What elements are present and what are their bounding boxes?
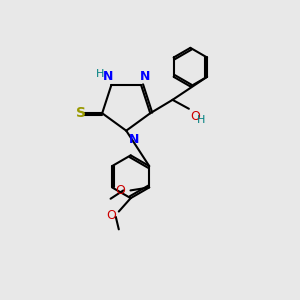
Text: S: S (76, 106, 86, 120)
Text: N: N (129, 133, 139, 146)
Text: O: O (116, 184, 125, 197)
Text: H: H (96, 69, 104, 79)
Text: N: N (140, 70, 150, 83)
Text: N: N (103, 70, 113, 83)
Text: O: O (106, 209, 116, 223)
Text: H: H (197, 115, 206, 125)
Text: O: O (190, 110, 200, 123)
